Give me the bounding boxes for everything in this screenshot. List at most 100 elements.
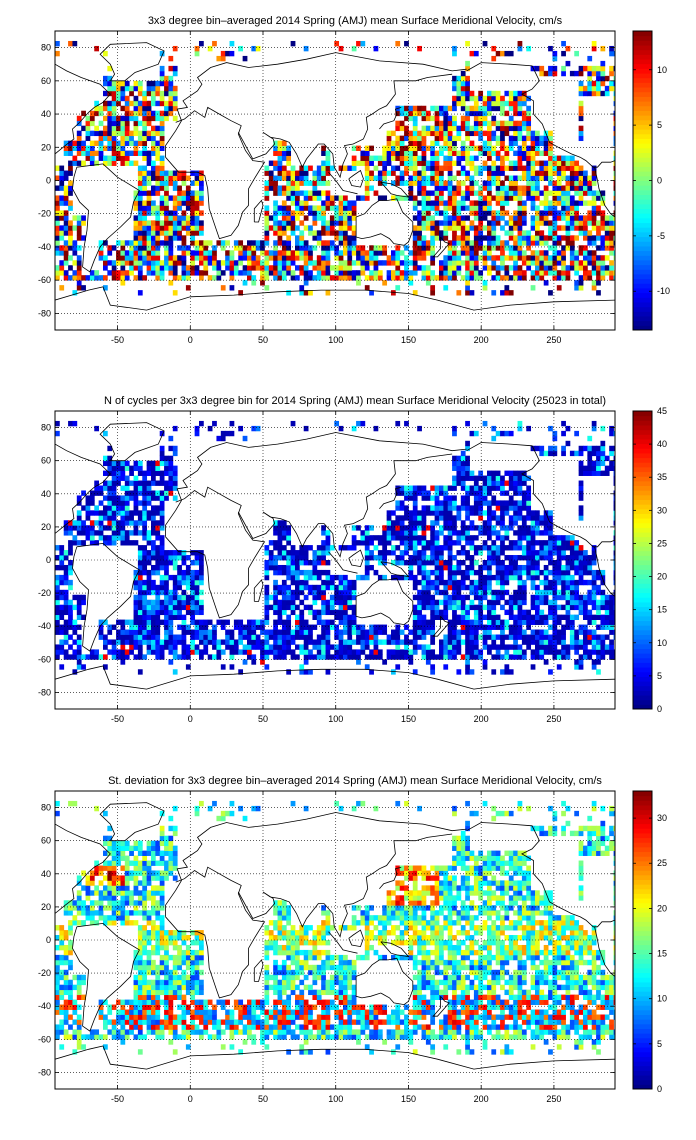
data-bin: [194, 205, 200, 211]
data-bin: [552, 564, 558, 571]
data-bin: [268, 225, 274, 231]
data-bin: [111, 150, 117, 156]
data-bin: [430, 190, 436, 196]
data-bin: [172, 255, 178, 261]
data-bin: [452, 100, 457, 107]
data-bin: [177, 235, 182, 241]
data-bin: [181, 210, 187, 216]
x-tick-label: 100: [328, 335, 343, 345]
data-bin: [159, 100, 165, 107]
data-bin: [460, 125, 466, 132]
data-bin: [460, 75, 466, 82]
data-bin: [434, 120, 440, 127]
data-bin: [164, 574, 169, 581]
data-bin: [286, 614, 292, 620]
data-bin: [325, 540, 331, 546]
data-bin: [587, 220, 593, 226]
data-bin: [552, 275, 558, 281]
data-bin: [447, 525, 453, 531]
data-bin: [142, 589, 148, 596]
data-bin: [129, 135, 134, 142]
data-bin: [495, 120, 501, 127]
data-bin: [281, 220, 287, 226]
data-bin: [565, 545, 571, 551]
data-bin: [277, 525, 283, 531]
data-bin: [351, 654, 357, 660]
data-bin: [351, 545, 357, 551]
data-bin: [103, 644, 108, 650]
data-bin: [587, 260, 593, 266]
data-bin: [452, 115, 457, 122]
data-bin: [120, 85, 126, 92]
data-bin: [343, 220, 348, 226]
data-bin: [452, 649, 457, 655]
data-bin: [356, 629, 361, 635]
data-bin: [316, 560, 322, 566]
data-bin: [508, 634, 514, 640]
data-bin: [338, 195, 344, 201]
data-bin: [137, 550, 143, 556]
data-bin: [517, 110, 523, 117]
data-bin: [556, 180, 562, 186]
data-bin: [596, 604, 601, 611]
data-bin: [443, 285, 449, 291]
data-bin: [286, 250, 292, 256]
data-bin: [408, 535, 414, 541]
data-bin: [482, 644, 488, 650]
data-bin: [124, 270, 130, 276]
data-bin: [552, 609, 558, 616]
data-bin: [369, 250, 374, 256]
data-bin: [456, 190, 462, 196]
data-bin: [517, 145, 523, 151]
data-bin: [526, 644, 532, 650]
data-bin: [521, 240, 527, 246]
data-bin: [574, 250, 580, 256]
data-bin: [63, 200, 69, 206]
data-bin: [325, 225, 331, 231]
data-bin: [351, 275, 357, 281]
data-bin: [194, 624, 200, 630]
data-bin: [155, 555, 161, 561]
data-bin: [412, 245, 418, 251]
data-bin: [68, 190, 73, 196]
data-bin: [421, 530, 427, 536]
data-bin: [347, 589, 353, 596]
data-bin: [356, 280, 361, 286]
data-bin: [199, 649, 204, 655]
data-bin: [587, 90, 593, 97]
data-bin: [552, 265, 558, 271]
data-bin: [94, 530, 100, 536]
data-bin: [373, 545, 379, 551]
data-bin: [347, 579, 353, 586]
data-bin: [504, 669, 510, 675]
data-bin: [504, 245, 510, 251]
data-bin: [94, 270, 100, 276]
data-bin: [408, 649, 414, 655]
data-bin: [469, 95, 475, 102]
data-bin: [347, 210, 353, 216]
data-bin: [591, 70, 597, 77]
data-bin: [286, 555, 292, 561]
data-bin: [260, 649, 265, 655]
data-bin: [548, 170, 553, 176]
data-bin: [68, 140, 73, 147]
data-bin: [487, 110, 492, 117]
data-bin: [421, 574, 427, 581]
data-bin: [286, 644, 292, 650]
data-bin: [316, 574, 322, 581]
data-bin: [487, 175, 492, 181]
coastline: [594, 167, 615, 218]
data-bin: [508, 230, 514, 236]
data-bin: [177, 230, 182, 236]
y-tick-label: 20: [41, 142, 51, 152]
data-bin: [63, 555, 69, 561]
data-bin: [273, 275, 278, 281]
data-bin: [609, 65, 614, 72]
data-bin: [574, 550, 580, 556]
data-bin: [59, 260, 65, 266]
data-bin: [111, 654, 117, 660]
data-bin: [439, 105, 444, 112]
data-bin: [583, 265, 588, 271]
data-bin: [68, 145, 73, 151]
data-bin: [421, 215, 427, 221]
